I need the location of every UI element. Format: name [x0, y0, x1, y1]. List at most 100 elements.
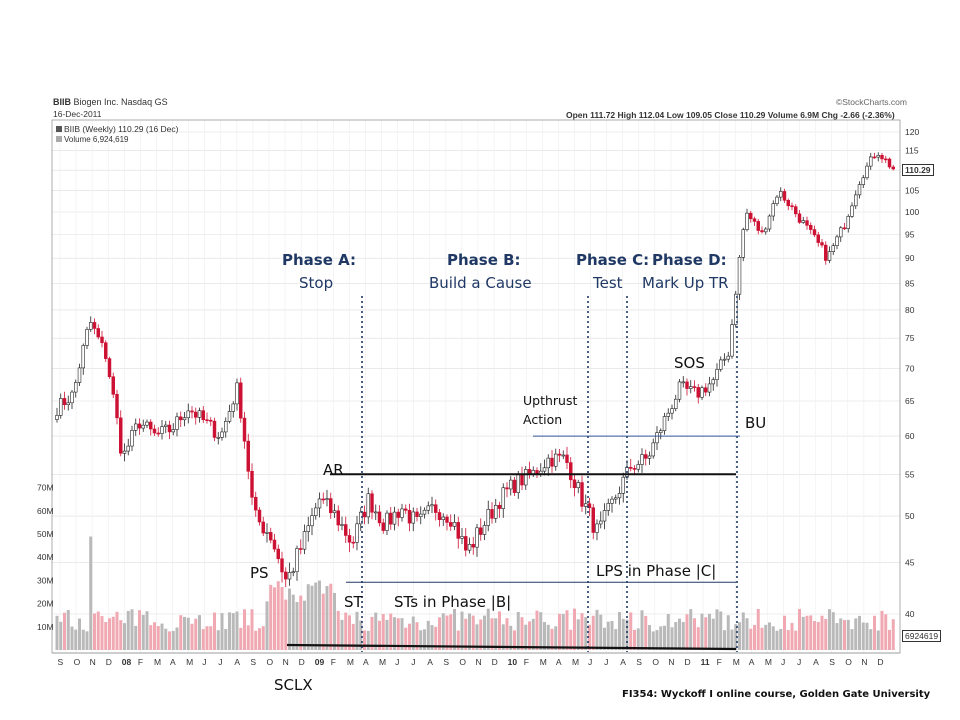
volume-bar — [213, 612, 216, 650]
candle-body — [550, 457, 554, 467]
candle-body — [460, 536, 464, 539]
volume-bar — [119, 620, 123, 650]
volume-legend: Volume 6,924,619 — [56, 135, 129, 144]
volume-bar — [265, 601, 269, 650]
volume-bar — [156, 626, 160, 650]
candle-body — [737, 257, 742, 295]
volume-bar — [220, 613, 224, 650]
candle-body — [884, 158, 888, 161]
volume-bar — [584, 617, 588, 650]
candle-body — [482, 525, 487, 535]
candle-body — [812, 229, 817, 236]
volume-bar — [126, 610, 130, 650]
candle-body — [314, 507, 318, 516]
volume-bar — [314, 582, 318, 650]
volume-bar — [573, 608, 576, 650]
volume-bar — [370, 616, 374, 650]
month-tick-label: O — [459, 657, 466, 667]
volume-bar — [873, 615, 876, 650]
volume-bar — [528, 621, 531, 650]
ar-label: AR — [323, 461, 344, 479]
volume-bar — [329, 583, 333, 650]
month-tick-label: S — [443, 657, 449, 667]
candle-body — [115, 393, 119, 419]
volume-bar — [295, 602, 299, 650]
month-tick-label: J — [588, 657, 592, 667]
volume-bar — [224, 629, 228, 650]
course-credit: FI354: Wyckoff I online course, Golden G… — [622, 689, 931, 700]
volume-bar — [591, 615, 595, 650]
volume-bar — [235, 611, 239, 650]
volume-bar — [494, 618, 498, 650]
candle-body — [89, 322, 93, 330]
volume-bar — [344, 612, 348, 650]
candle-body — [122, 450, 127, 454]
volume-bar — [678, 618, 681, 650]
candle-body — [632, 468, 637, 470]
volume-bar — [775, 630, 779, 650]
volume-bar — [171, 630, 175, 650]
candle-body — [681, 381, 685, 384]
volume-bar — [74, 629, 78, 650]
volume-bar — [745, 618, 749, 650]
volume-bar — [396, 618, 400, 650]
volume-bar — [625, 619, 629, 650]
candle-body — [835, 236, 839, 246]
volume-bar — [666, 614, 670, 650]
volume-bar — [805, 615, 809, 650]
volume-bar — [190, 623, 194, 650]
volume-bar — [786, 630, 790, 650]
volume-tick-label: 10M — [37, 622, 54, 632]
candle-body — [606, 503, 610, 511]
candle-body — [272, 539, 277, 550]
candle-body — [329, 498, 333, 514]
candle-body — [415, 511, 419, 517]
month-tick-label: A — [170, 657, 176, 667]
volume-bar — [550, 628, 554, 650]
candle-body — [749, 212, 753, 220]
volume-bar — [415, 622, 419, 650]
volume-bar — [168, 631, 171, 650]
candle-body — [636, 464, 640, 470]
candle-body — [220, 431, 224, 438]
volume-bar — [490, 618, 494, 650]
volume-bar — [505, 618, 509, 650]
candle-body — [332, 510, 337, 514]
candle-layer — [55, 152, 895, 588]
volume-tick-label: 40M — [37, 552, 54, 562]
candle-body — [344, 524, 348, 536]
candle-body — [190, 410, 194, 413]
volume-bar — [303, 600, 306, 650]
month-tick-label: N — [668, 657, 674, 667]
volume-bar — [734, 624, 738, 650]
candle-body — [809, 225, 813, 230]
candle-body — [179, 416, 183, 421]
volume-bar — [288, 588, 291, 650]
volume-bar — [670, 627, 674, 650]
candle-body — [407, 509, 412, 524]
volume-bar — [760, 627, 764, 650]
volume-bar — [636, 628, 640, 650]
candle-body — [239, 382, 243, 419]
candle-body — [276, 548, 280, 560]
volume-bar — [404, 627, 408, 650]
plot-frame — [51, 119, 901, 654]
volume-bar — [243, 609, 246, 650]
volume-bar — [888, 629, 891, 650]
volume-bar — [749, 628, 753, 650]
candle-body — [794, 206, 798, 215]
month-tick-label: O — [845, 657, 852, 667]
candle-body — [392, 511, 397, 525]
volume-bar — [824, 618, 828, 650]
sclx-label: SCLX — [274, 676, 313, 694]
candle-body — [760, 230, 764, 233]
volume-bar — [351, 623, 355, 650]
price-tick-label: 80 — [905, 305, 915, 315]
candle-body — [685, 381, 689, 389]
volume-bar — [723, 630, 726, 650]
volume-bar — [663, 625, 666, 650]
volume-bar — [419, 630, 423, 650]
volume-layer — [55, 536, 895, 650]
volume-bar — [89, 536, 93, 650]
volume-bar — [738, 622, 741, 650]
